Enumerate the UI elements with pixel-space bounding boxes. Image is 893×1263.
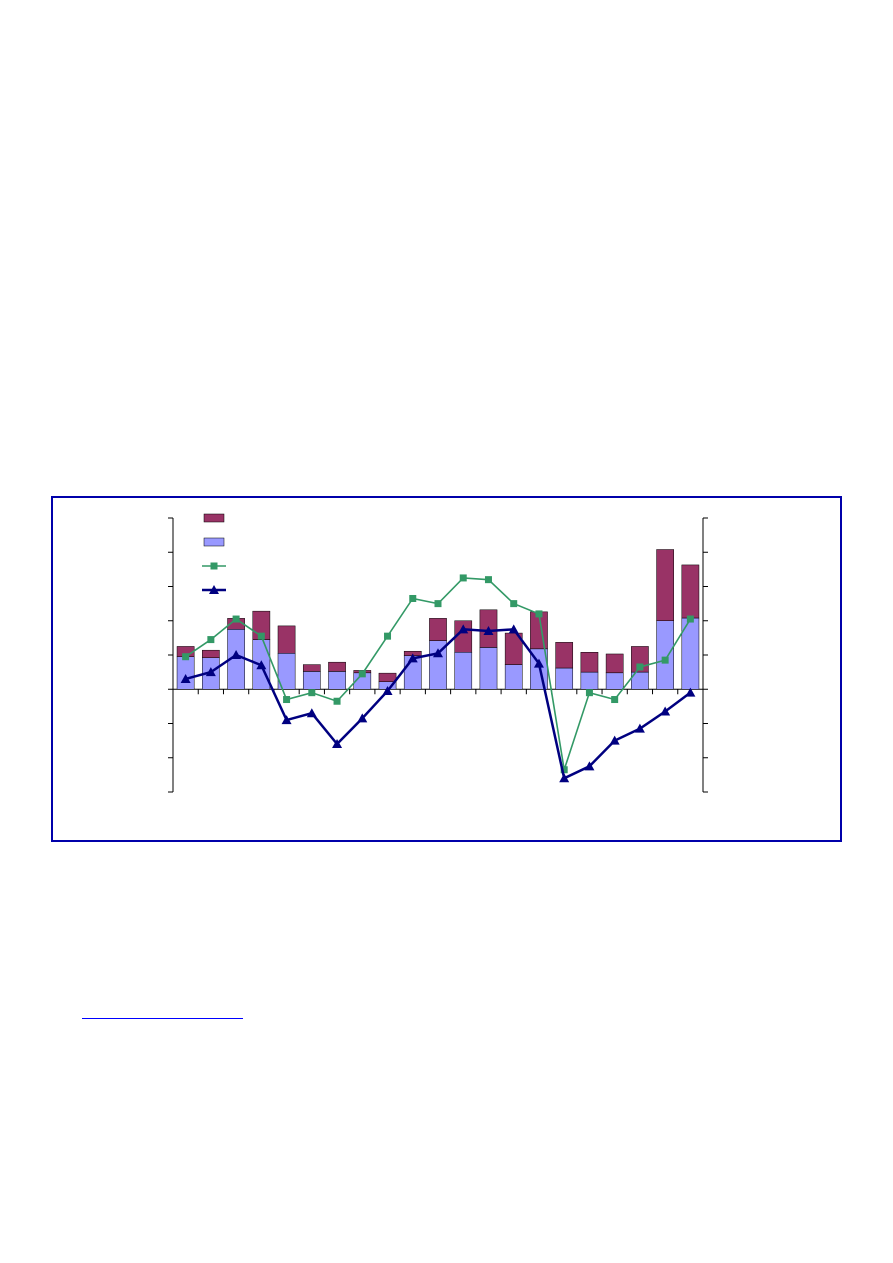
square-point [459, 574, 467, 582]
bar-segment-lower [555, 667, 574, 690]
square-point [283, 696, 291, 704]
square-point [484, 576, 492, 584]
triangle-point [483, 626, 494, 636]
bar-segment-lower [302, 671, 321, 690]
square-point [257, 632, 265, 640]
legend-swatch-lower-bar [203, 537, 225, 547]
bar-segment-lower [328, 671, 346, 690]
square-point [358, 670, 366, 678]
triangle-point [433, 648, 443, 658]
bar-segment-upper [202, 649, 220, 658]
triangle-point [231, 650, 242, 659]
triangle-point [382, 685, 393, 695]
combo-chart [168, 513, 708, 793]
square-point [384, 632, 392, 640]
triangle-point [205, 667, 216, 677]
bar-segment-upper [605, 653, 624, 674]
legend-marker-square [210, 562, 218, 570]
square-point [535, 610, 543, 618]
chart-frame [51, 496, 842, 842]
square-point [333, 697, 341, 705]
triangle-point [533, 658, 544, 668]
triangle-point [634, 723, 645, 733]
square-point [510, 600, 518, 608]
square-point [409, 594, 417, 602]
bar-segment-upper [656, 549, 674, 621]
bar-segment-upper [328, 661, 346, 672]
square-point [661, 656, 669, 664]
bar-segment-lower [504, 664, 523, 690]
bar-segment-upper [302, 664, 321, 672]
triangle-point [508, 624, 519, 634]
triangle-point [609, 735, 620, 745]
bar-segment-lower [656, 620, 674, 690]
bar-segment-upper [555, 642, 574, 669]
triangle-point [256, 660, 267, 670]
triangle-point [407, 653, 418, 663]
bar-segment-lower [605, 672, 624, 690]
bar-segment-lower [176, 656, 195, 690]
square-point [232, 615, 240, 623]
square-point [434, 600, 442, 608]
legend-marker-triangle [209, 585, 219, 594]
square-point [308, 689, 316, 697]
triangle-point [281, 715, 292, 725]
legend-swatch-upper-bar [203, 513, 225, 523]
triangle-point [685, 687, 696, 697]
square-point [611, 696, 619, 704]
triangle-point [306, 708, 317, 718]
triangle-point [584, 761, 595, 771]
bar-segment-upper [277, 625, 296, 654]
square-point [585, 689, 593, 697]
triangle-point [332, 739, 343, 749]
triangle-point [357, 713, 368, 723]
bar-segment-upper [378, 672, 397, 682]
square-point [182, 653, 190, 661]
triangle-point [180, 673, 191, 683]
triangle-point [660, 706, 671, 716]
bar-segment-upper [580, 652, 599, 673]
triangle-point [458, 624, 469, 634]
square-point [686, 615, 694, 623]
square-point [560, 766, 568, 774]
bar-segment-lower [479, 647, 498, 690]
bar-segment-lower [580, 671, 599, 690]
square-point [207, 636, 215, 644]
bar-segment-lower [454, 652, 473, 690]
square-point [636, 663, 644, 671]
footnote-separator [82, 1018, 243, 1019]
triangle-point [559, 773, 570, 783]
bar-segment-upper [429, 618, 447, 641]
bar-segment-upper [681, 564, 700, 619]
